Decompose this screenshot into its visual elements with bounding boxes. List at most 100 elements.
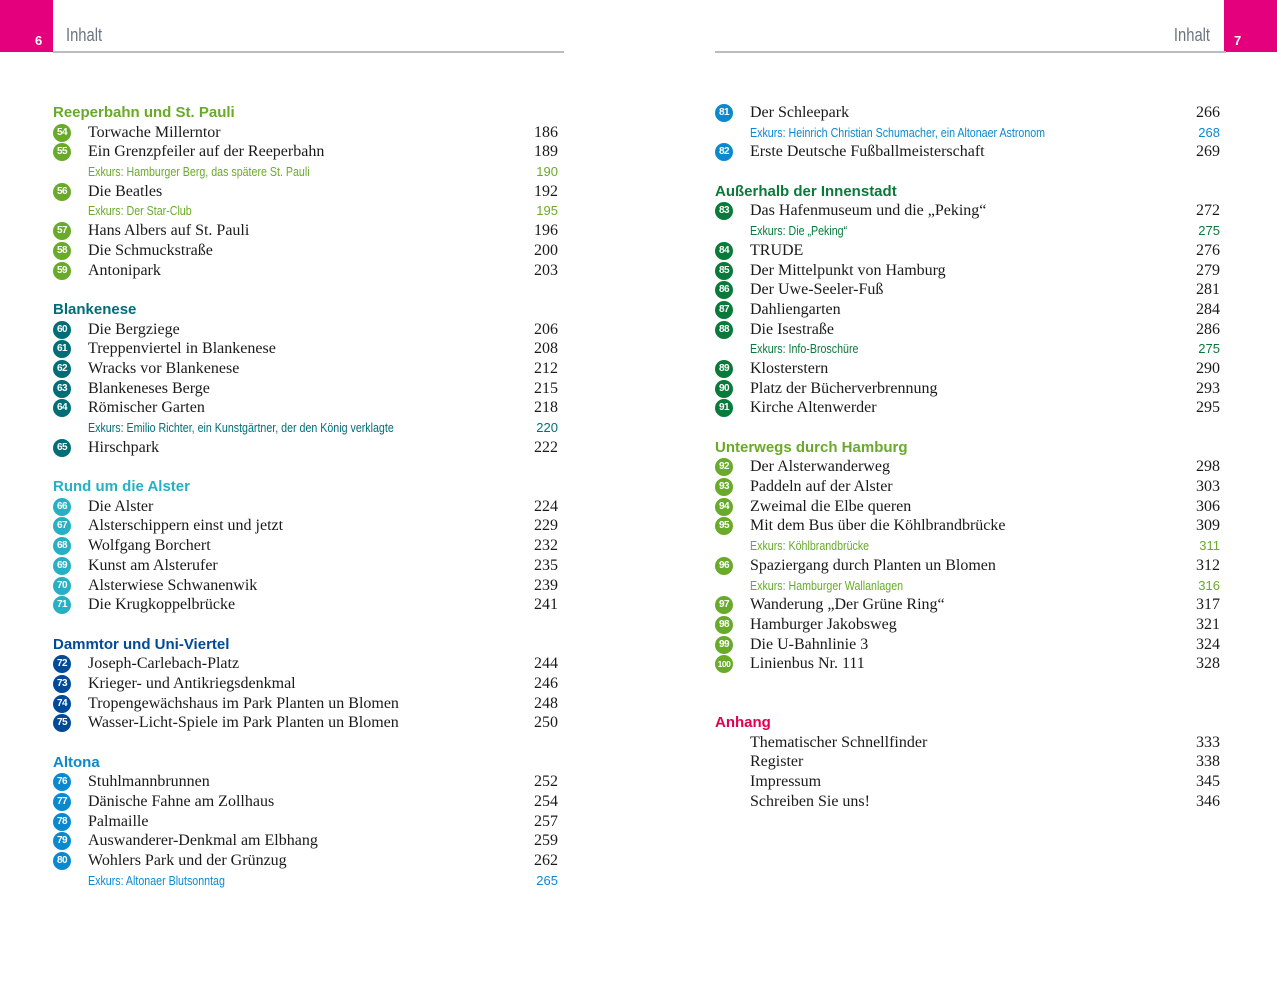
- toc-entry[interactable]: 65 Hirschpark 222: [53, 438, 558, 458]
- chapter-number-badge: 84: [715, 241, 733, 260]
- toc-entry[interactable]: Thematischer Schnellfinder 333: [715, 733, 1220, 753]
- toc-entry[interactable]: 86 Der Uwe-Seeler-Fuß 281: [715, 280, 1220, 300]
- toc-entry[interactable]: 61 Treppenviertel in Blankenese 208: [53, 339, 558, 359]
- toc-entry[interactable]: 75 Wasser-Licht-Spiele im Park Planten un…: [53, 713, 558, 733]
- entry-title: Wracks vor Blankenese: [88, 359, 240, 377]
- toc-entry[interactable]: 84 TRUDE 276: [715, 241, 1220, 261]
- page-number: 298: [1196, 458, 1220, 476]
- toc-entry[interactable]: 85 Der Mittelpunkt von Hamburg 279: [715, 261, 1220, 281]
- toc-entry[interactable]: 60 Die Bergziege 206: [53, 320, 558, 340]
- entry-title: Auswanderer-Denkmal am Elbhang: [88, 832, 318, 850]
- toc-entry[interactable]: 79 Auswanderer-Denkmal am Elbhang 259: [53, 831, 558, 851]
- entry-title: Die Krugkoppelbrücke: [88, 596, 236, 614]
- toc-entry[interactable]: Register 338: [715, 752, 1220, 772]
- entry-title: Die Beatles: [88, 182, 163, 200]
- page-number: 275: [1198, 341, 1220, 357]
- toc-entry[interactable]: 67 Alsterschippern einst und jetzt 229: [53, 516, 558, 536]
- exkurs-entry[interactable]: Exkurs: Köhlbrandbrücke 311: [715, 536, 1220, 556]
- toc-entry[interactable]: 77 Dänische Fahne am Zollhaus 254: [53, 792, 558, 812]
- chapter-number-badge: 76: [53, 773, 71, 792]
- chapter-number-badge: 70: [53, 576, 71, 595]
- toc-entry[interactable]: 66 Die Alster 224: [53, 497, 558, 517]
- page-number: 345: [1196, 773, 1220, 790]
- exkurs-entry[interactable]: Exkurs: Der Star-Club 195: [53, 201, 558, 221]
- toc-entry[interactable]: 81 Der Schleepark 266: [715, 103, 1220, 123]
- toc-entry[interactable]: 57 Hans Albers auf St. Pauli 196: [53, 221, 558, 241]
- toc-entry[interactable]: 78 Palmaille 257: [53, 812, 558, 832]
- toc-entry[interactable]: 90 Platz der Bücherverbrennung 293: [715, 379, 1220, 399]
- exkurs-entry[interactable]: Exkurs: Info-Broschüre 275: [715, 339, 1220, 359]
- exkurs-entry[interactable]: Exkurs: Heinrich Christian Schumacher, e…: [715, 123, 1220, 143]
- page-number: 303: [1196, 478, 1220, 496]
- toc-entry[interactable]: 54 Torwache Millerntor 186: [53, 123, 558, 143]
- toc-entry[interactable]: Impressum 345: [715, 772, 1220, 792]
- toc-entry[interactable]: 98 Hamburger Jakobsweg 321: [715, 615, 1220, 635]
- toc-entry[interactable]: 72 Joseph-Carlebach-Platz 244: [53, 654, 558, 674]
- exkurs-entry[interactable]: Exkurs: Altonaer Blutsonntag 265: [53, 871, 558, 891]
- exkurs-entry[interactable]: Exkurs: Hamburger Berg, das spätere St. …: [53, 162, 558, 182]
- page-number: 196: [534, 222, 558, 240]
- page-number: 186: [534, 123, 558, 141]
- toc-entry[interactable]: 69 Kunst am Alsterufer 235: [53, 556, 558, 576]
- entry-title: Der Mittelpunkt von Hamburg: [750, 261, 946, 279]
- page-number: 195: [536, 203, 558, 219]
- toc-entry[interactable]: Schreiben Sie uns! 346: [715, 792, 1220, 812]
- entry-title: Platz der Bücherverbrennung: [750, 379, 938, 397]
- toc-entry[interactable]: 64 Römischer Garten 218: [53, 398, 558, 418]
- page-number: 321: [1196, 615, 1220, 633]
- toc-entry[interactable]: 62 Wracks vor Blankenese 212: [53, 359, 558, 379]
- toc-entry[interactable]: 76 Stuhlmannbrunnen 252: [53, 772, 558, 792]
- page-number: 269: [1196, 143, 1220, 161]
- entry-title: TRUDE: [750, 241, 804, 259]
- toc-entry[interactable]: 89 Klosterstern 290: [715, 359, 1220, 379]
- page-number: 259: [534, 832, 558, 850]
- chapter-number-badge: 94: [715, 497, 733, 516]
- toc-entry[interactable]: 82 Erste Deutsche Fußballmeisterschaft 269: [715, 142, 1220, 162]
- page-number: 268: [1198, 124, 1220, 140]
- toc-entry[interactable]: 73 Krieger- und Antikriegsdenkmal 246: [53, 674, 558, 694]
- entry-title: Exkurs: Emilio Richter, ein Kunstgärtner…: [88, 420, 394, 435]
- toc-entry[interactable]: 83 Das Hafenmuseum und die „Peking“ 272: [715, 201, 1220, 221]
- toc-entry[interactable]: 87 Dahliengarten 284: [715, 300, 1220, 320]
- toc-entry[interactable]: 94 Zweimal die Elbe queren 306: [715, 497, 1220, 517]
- chapter-number-badge: 80: [53, 852, 71, 871]
- chapter-number-badge: 77: [53, 793, 71, 812]
- entry-title: Erste Deutsche Fußballmeisterschaft: [750, 143, 985, 161]
- toc-entry[interactable]: 97 Wanderung „Der Grüne Ring“ 317: [715, 595, 1220, 615]
- entry-title: Exkurs: Info-Broschüre: [750, 341, 859, 357]
- toc-entry[interactable]: 70 Alsterwiese Schwanenwik 239: [53, 576, 558, 596]
- toc-entry[interactable]: 58 Die Schmuckstraße 200: [53, 241, 558, 261]
- entry-title: Zweimal die Elbe queren: [750, 497, 912, 515]
- toc-entry[interactable]: 74 Tropengewächshaus im Park Planten un B…: [53, 694, 558, 714]
- toc-entry[interactable]: 63 Blankeneses Berge 215: [53, 379, 558, 399]
- exkurs-entry[interactable]: Exkurs: Die „Peking“ 275: [715, 221, 1220, 241]
- page-number: 206: [534, 320, 558, 338]
- toc-entry[interactable]: 55 Ein Grenzpfeiler auf der Reeperbahn 189: [53, 142, 558, 162]
- exkurs-entry[interactable]: Exkurs: Emilio Richter, ein Kunstgärtner…: [53, 418, 558, 438]
- toc-entry[interactable]: 95 Mit dem Bus über die Köhlbrandbrücke 30…: [715, 516, 1220, 536]
- page-number: 235: [534, 556, 558, 574]
- chapter-number-badge: 89: [715, 359, 733, 378]
- toc-entry[interactable]: 68 Wolfgang Borchert 232: [53, 536, 558, 556]
- toc-entry[interactable]: 92 Der Alsterwanderweg 298: [715, 457, 1220, 477]
- page-number: 246: [534, 674, 558, 692]
- chapter-number-badge: 55: [53, 143, 71, 162]
- toc-entry[interactable]: 96 Spaziergang durch Planten un Blomen 312: [715, 556, 1220, 576]
- toc-entry[interactable]: 100 Linienbus Nr. 111 328: [715, 654, 1220, 674]
- chapter-number-badge: 57: [53, 222, 71, 241]
- chapter-number-badge: 87: [715, 300, 733, 319]
- entry-title: Die U-Bahnlinie 3: [750, 635, 869, 653]
- toc-entry[interactable]: 93 Paddeln auf der Alster 303: [715, 477, 1220, 497]
- toc-entry[interactable]: 59 Antonipark 203: [53, 261, 558, 281]
- exkurs-entry[interactable]: Exkurs: Hamburger Wallanlagen 316: [715, 576, 1220, 596]
- chapter-number-badge: 59: [53, 261, 71, 280]
- toc-entry[interactable]: 91 Kirche Altenwerder 295: [715, 398, 1220, 418]
- toc-entry[interactable]: 71 Die Krugkoppelbrücke 241: [53, 595, 558, 615]
- toc-entry[interactable]: 99 Die U-Bahnlinie 3 324: [715, 635, 1220, 655]
- toc-entry[interactable]: 56 Die Beatles 192: [53, 182, 558, 202]
- toc-entry[interactable]: 88 Die Isestraße 286: [715, 320, 1220, 340]
- toc-entry[interactable]: 80 Wohlers Park und der Grünzug 262: [53, 851, 558, 871]
- entry-title: Wanderung „Der Grüne Ring“: [750, 596, 945, 614]
- page-number: 218: [534, 399, 558, 417]
- entry-title: Exkurs: Die „Peking“: [750, 223, 848, 239]
